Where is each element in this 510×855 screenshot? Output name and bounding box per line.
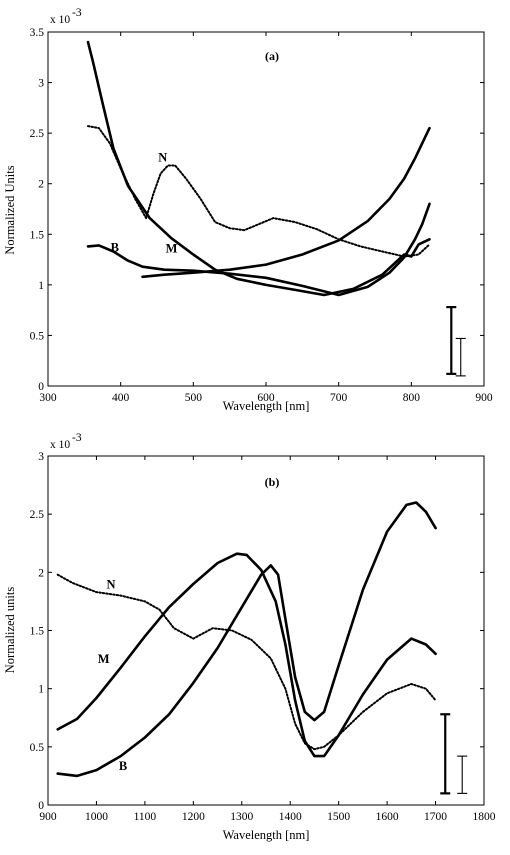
error-bar — [457, 755, 468, 794]
x-tick-label: 900 — [39, 811, 57, 823]
y-tick-label: 0 — [38, 800, 44, 812]
series-label-N: N — [158, 150, 167, 164]
series-line-N — [87, 125, 431, 258]
y-axis-label: Normalized units — [3, 587, 17, 674]
series-label-B: B — [111, 240, 119, 254]
y-tick-label: 2 — [38, 567, 44, 579]
x-tick-label: 1800 — [473, 811, 496, 823]
y-exponent-base: x 10 — [50, 439, 70, 451]
y-tick-label: 2.5 — [30, 509, 45, 521]
series-line-M — [56, 552, 437, 758]
y-exponent-power: -3 — [72, 432, 82, 444]
x-tick-label: 1100 — [134, 811, 157, 823]
error-bar — [440, 713, 451, 795]
y-tick-label: 0 — [38, 381, 44, 393]
tick-group: 900 1000 1100 1200 1300 1400 1500 1600 1700 1800 0… — [30, 451, 496, 823]
y-tick-label: 3 — [38, 78, 44, 90]
series-layer — [56, 501, 437, 778]
y-exponent-base: x 10 — [50, 14, 70, 26]
y-tick-label: 0.5 — [30, 330, 45, 342]
y-tick-label: 3.5 — [30, 27, 45, 39]
x-tick-label: 1500 — [327, 811, 350, 823]
x-tick-label: 1200 — [182, 811, 205, 823]
series-line-M — [86, 40, 431, 297]
series-label-M: M — [98, 652, 110, 666]
panel-b: (b) Wavelength [nm] Normalized units x 1… — [3, 432, 496, 842]
y-tick-label: 3 — [38, 451, 44, 463]
x-tick-label: 1700 — [424, 811, 447, 823]
x-tick-label: 500 — [185, 392, 203, 404]
error-bar — [446, 306, 457, 375]
plot-frame — [47, 31, 485, 387]
x-tick-label: 1600 — [376, 811, 399, 823]
series-line-B — [86, 202, 431, 297]
error-bar-layer — [440, 713, 468, 795]
panel-title: (b) — [265, 475, 280, 489]
panel-a: (a) Wavelength [nm] Normalized Units x 1… — [3, 7, 493, 413]
series-label-N: N — [106, 578, 115, 592]
series-line — [56, 501, 437, 778]
x-tick-label: 900 — [475, 392, 493, 404]
y-tick-label: 1.5 — [30, 626, 45, 638]
x-tick-label: 1300 — [230, 811, 253, 823]
x-tick-label: 1000 — [85, 811, 108, 823]
error-bar — [455, 337, 466, 377]
error-bar-layer — [446, 306, 466, 377]
series-line — [141, 126, 431, 279]
y-tick-label: 0.5 — [30, 742, 45, 754]
series-label-layer: N M B — [98, 578, 127, 773]
x-axis-label: Wavelength [nm] — [223, 399, 310, 413]
tick-group: 300 400 500 600 700 800 900 0 0.5 1 1.5 2 2.5 3 3.5 — [30, 27, 493, 404]
y-exponent-power: -3 — [72, 7, 82, 19]
series-label-B: B — [119, 759, 127, 773]
x-tick-label: 600 — [257, 392, 275, 404]
y-axis-label: Normalized Units — [3, 165, 17, 254]
x-tick-label: 1400 — [279, 811, 302, 823]
y-tick-label: 1 — [38, 280, 44, 292]
plot-frame — [47, 455, 485, 806]
y-tick-label: 1.5 — [30, 229, 45, 241]
x-tick-label: 400 — [112, 392, 130, 404]
y-tick-label: 2.5 — [30, 128, 45, 140]
series-layer — [86, 40, 431, 297]
panel-title: (a) — [265, 49, 279, 63]
series-label-M: M — [166, 241, 178, 255]
x-tick-label: 800 — [403, 392, 421, 404]
x-tick-label: 700 — [330, 392, 348, 404]
series-label-layer: B M N — [111, 150, 178, 255]
x-axis-label: Wavelength [nm] — [223, 828, 310, 842]
x-tick-label: 300 — [39, 392, 57, 404]
y-tick-label: 1 — [38, 684, 44, 696]
series-line-N — [56, 573, 437, 751]
y-tick-label: 2 — [38, 179, 44, 191]
